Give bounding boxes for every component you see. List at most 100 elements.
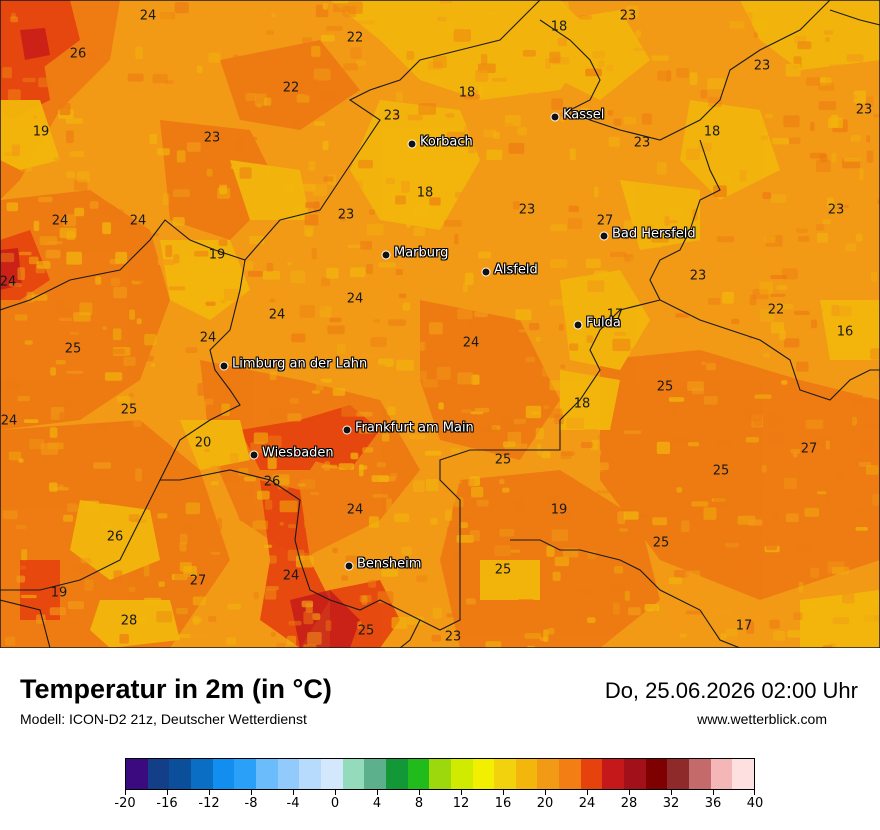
forecast-datetime: Do, 25.06.2026 02:00 Uhr (604, 678, 858, 703)
scale-tick (125, 790, 126, 795)
temperature-value: 20 (194, 435, 212, 451)
temperature-value: 17 (606, 307, 624, 323)
color-scale-segment (277, 759, 300, 789)
temperature-texture (0, 0, 880, 648)
color-scale-segment (234, 759, 256, 789)
temperature-value: 25 (652, 535, 670, 551)
city-label: Limburg an der Lahn (232, 356, 368, 372)
temperature-value: 18 (703, 124, 721, 140)
temperature-value: 25 (494, 452, 512, 468)
scale-tick-label: 4 (372, 796, 382, 811)
color-scale-segment (710, 759, 733, 789)
state-borders (0, 0, 880, 648)
temperature-value: 27 (596, 213, 614, 229)
temperature-value: 25 (357, 623, 375, 639)
color-scale-segment (320, 759, 343, 789)
temperature-value: 19 (32, 124, 50, 140)
temperature-value: 24 (199, 330, 217, 346)
scale-tick (545, 790, 546, 795)
city-label: Korbach (420, 134, 473, 150)
map-title: Temperatur in 2m (in °C) (20, 674, 332, 704)
temperature-value: 18 (550, 19, 568, 35)
color-scale-segment (299, 759, 321, 789)
temperature-map: 24 26 22 18 23 23 22 18 23 19 23 23 18 23 23 18 24 24 19 23… (0, 0, 880, 648)
temperature-value: 24 (268, 307, 286, 323)
scale-tick-label: 12 (452, 796, 470, 811)
color-scale-segment (407, 759, 430, 789)
color-scale-segment (559, 759, 581, 789)
temperature-value: 22 (282, 80, 300, 96)
map-footer: Temperatur in 2m (in °C) Modell: ICON-D2… (0, 648, 880, 830)
color-scale-segment (385, 759, 408, 789)
color-scale-segment (190, 759, 213, 789)
temperature-value: 24 (462, 335, 480, 351)
scale-tick-label: 16 (494, 796, 512, 811)
scale-tick (754, 790, 755, 795)
scale-tick-label: -16 (156, 796, 178, 811)
color-scale-segment (342, 759, 365, 789)
scale-tick (629, 790, 630, 795)
color-scale-segment (126, 759, 148, 789)
temperature-value: 27 (800, 441, 818, 457)
color-scale-segment (602, 759, 625, 789)
color-scale-ticks: -20 -16 -12 -8 -4 0 4 8 12 16 20 24 28 32 36 40 (114, 790, 763, 820)
scale-tick-label: 24 (578, 796, 596, 811)
temperature-value: 28 (120, 613, 138, 629)
color-scale-segment (667, 759, 690, 789)
scale-tick (503, 790, 504, 795)
scale-tick-label: -8 (244, 796, 258, 811)
city-label: Bensheim (357, 556, 422, 572)
color-scale-segment (429, 759, 451, 789)
color-scale-segment (472, 759, 495, 789)
scale-tick (377, 790, 378, 795)
temperature-value: 24 (0, 413, 18, 429)
temperature-value: 16 (836, 324, 854, 340)
website-link[interactable]: www.wetterblick.com (697, 711, 827, 727)
temperature-value: 22 (346, 30, 364, 46)
scale-tick-label: -20 (114, 796, 136, 811)
color-scale-segment (450, 759, 473, 789)
temperature-value: 19 (550, 502, 568, 518)
color-scale-segment (537, 759, 560, 789)
temperature-value: 25 (712, 463, 730, 479)
temperature-value: 23 (444, 629, 462, 645)
temperature-value: 23 (827, 202, 845, 218)
temperature-value: 18 (573, 396, 591, 412)
temperature-value: 23 (855, 102, 873, 118)
temperature-field (0, 0, 880, 648)
temperature-value: 26 (106, 529, 124, 545)
scale-tick (461, 790, 462, 795)
scale-tick-label: 8 (414, 796, 424, 811)
city-label: Kassel (563, 107, 605, 123)
city-dot (407, 139, 417, 149)
model-info: Modell: ICON-D2 21z, Deutscher Wetterdie… (20, 711, 307, 727)
city-dot (599, 231, 609, 241)
temperature-value: 22 (767, 302, 785, 318)
color-scale-segment (732, 759, 755, 789)
scale-tick (167, 790, 168, 795)
city-dot (249, 450, 259, 460)
color-scale-segment (689, 759, 711, 789)
temperature-value: 23 (753, 58, 771, 74)
city-label: Frankfurt am Main (355, 420, 474, 436)
color-scale-segment (212, 759, 235, 789)
scale-tick-label: 40 (746, 796, 764, 811)
city-dot (481, 267, 491, 277)
scale-tick-label: -12 (198, 796, 220, 811)
scale-tick-label: -4 (286, 796, 300, 811)
temperature-value: 25 (494, 562, 512, 578)
color-scale-segment (494, 759, 516, 789)
scale-tick-label: 28 (620, 796, 638, 811)
scale-tick-label: 20 (536, 796, 554, 811)
temperature-value: 26 (69, 46, 87, 62)
scale-tick (713, 790, 714, 795)
city-dot (344, 561, 354, 571)
temperature-value: 23 (383, 108, 401, 124)
color-scale-segment (515, 759, 538, 789)
city-dot (219, 361, 229, 371)
color-scale-segment (364, 759, 386, 789)
color-scale-segment (255, 759, 278, 789)
city-label: Wiesbaden (262, 445, 334, 461)
temperature-value: 24 (129, 213, 147, 229)
scale-tick (419, 790, 420, 795)
